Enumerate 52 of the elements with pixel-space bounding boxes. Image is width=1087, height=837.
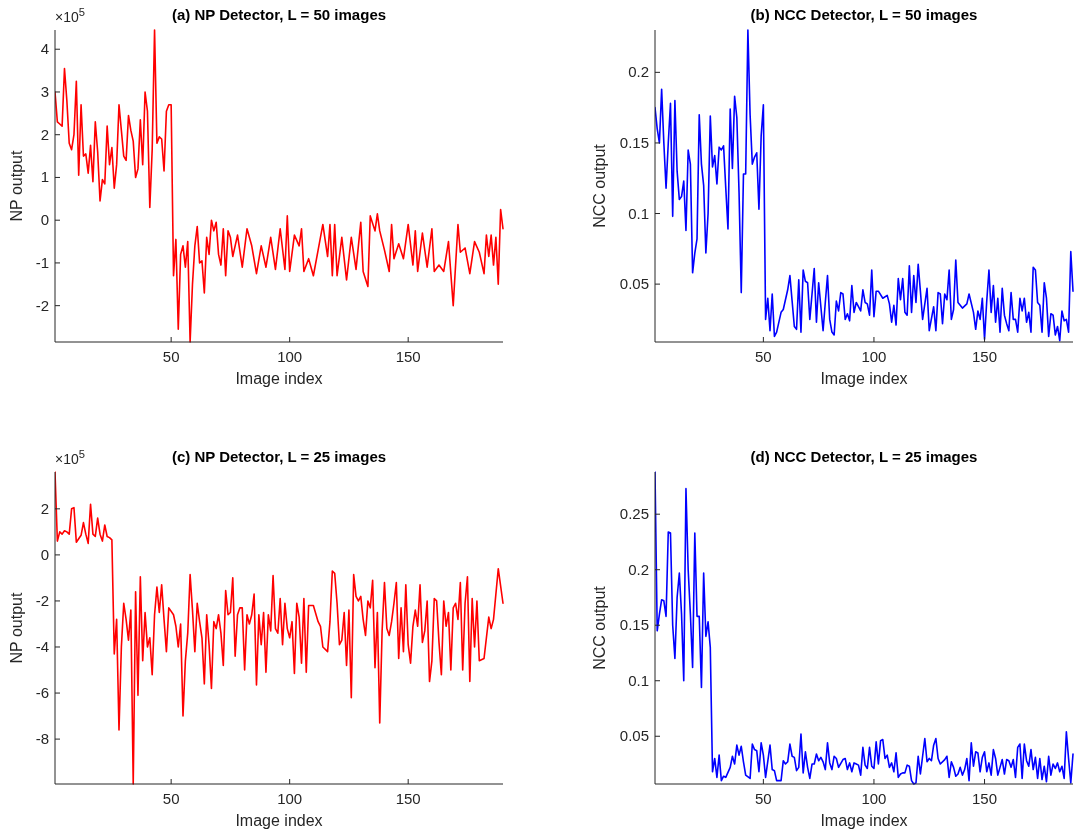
x-axis-title: Image index <box>820 370 908 387</box>
text: ×10$^{5}$ <box>55 6 85 25</box>
y-tick-label: 0 <box>40 211 49 229</box>
chart-title: (b) NCC Detector, L = 50 images <box>750 6 978 23</box>
y-tick-label: 0.1 <box>628 204 649 222</box>
y-axis-title: NP output <box>8 592 25 664</box>
y-tick-label: 2 <box>40 499 49 517</box>
y-axis-title: NCC output <box>591 143 608 228</box>
line-series <box>655 29 1074 342</box>
y-tick-label: -2 <box>35 296 49 314</box>
x-tick-label: 100 <box>861 790 887 807</box>
y-tick-label: 0.15 <box>619 616 649 634</box>
y-tick-label: 3 <box>40 82 49 100</box>
y-tick-label: -1 <box>35 253 49 271</box>
y-tick-label: 0 <box>40 545 49 563</box>
x-tick-label: 50 <box>755 790 772 807</box>
y-tick-label: 0.15 <box>619 133 649 151</box>
x-tick-label: 150 <box>972 348 998 365</box>
chart-title: (c) NP Detector, L = 25 images <box>171 448 387 465</box>
y-tick-label: 4 <box>40 40 49 58</box>
y-tick-label: -2 <box>35 591 49 609</box>
chart-title: (d) NCC Detector, L = 25 images <box>750 448 978 465</box>
y-axis-title: NP output <box>8 150 25 222</box>
x-tick-label: 150 <box>395 348 421 365</box>
x-tick-label: 50 <box>162 790 180 807</box>
x-tick-label: 100 <box>277 348 303 365</box>
x-tick-label: 100 <box>277 790 303 807</box>
line-series <box>655 471 1074 785</box>
x-tick-label: 50 <box>755 348 772 365</box>
y-tick-label: 0.1 <box>628 671 649 689</box>
y-tick-label: -4 <box>35 638 49 655</box>
x-tick-label: 100 <box>861 348 887 365</box>
x-axis-title: Image index <box>235 370 323 387</box>
y-tick-label: 1 <box>40 168 49 186</box>
y-tick-label: 2 <box>40 125 49 143</box>
y-tick-label: 0.05 <box>619 727 649 745</box>
y-tick-label: -8 <box>35 730 49 748</box>
line-series <box>55 471 504 785</box>
chart-title: (a) NP Detector, L = 50 images <box>171 6 387 23</box>
y-tick-label: 0.2 <box>628 63 649 81</box>
x-axis-title: Image index <box>820 812 908 829</box>
x-tick-label: 150 <box>972 790 998 807</box>
y-tick-label: 0.05 <box>619 275 649 293</box>
text: ×10$^{5}$ <box>55 448 85 467</box>
y-tick-label: -6 <box>35 684 49 702</box>
y-tick-label: 0.25 <box>619 505 649 523</box>
x-tick-label: 50 <box>162 348 180 365</box>
line-series <box>55 29 504 343</box>
x-tick-label: 150 <box>395 790 421 807</box>
y-tick-label: 0.2 <box>628 560 649 578</box>
y-axis-title: NCC output <box>591 585 608 670</box>
x-axis-title: Image index <box>235 812 323 829</box>
